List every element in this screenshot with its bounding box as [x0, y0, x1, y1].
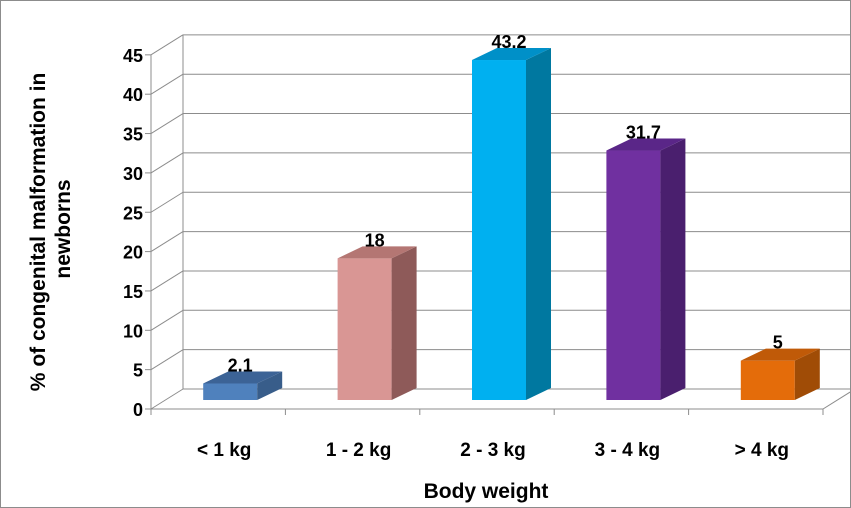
y-axis-title: % of congenital malformation in newborns: [27, 67, 75, 391]
y-tick-label: 35: [123, 125, 143, 145]
side-gridline: [150, 270, 184, 292]
bar-top: [203, 371, 283, 384]
bar-top: [606, 138, 686, 151]
bar-side: [257, 371, 283, 400]
y-tick-label: 45: [123, 46, 143, 66]
side-gridline: [150, 309, 184, 331]
side-gridline: [150, 73, 184, 95]
y-tick-label: 30: [123, 164, 143, 184]
side-gridline: [150, 388, 184, 410]
bar-side: [794, 348, 820, 400]
bar-top: [472, 48, 551, 61]
y-tick-label: 0: [133, 400, 143, 420]
data-label: 18: [365, 230, 385, 250]
x-tick-label: > 4 kg: [735, 440, 789, 461]
bar-side: [526, 48, 551, 401]
x-tick-label: 3 - 4 kg: [595, 440, 660, 461]
bar-top: [740, 348, 820, 361]
y-axis-title-line-1: % of congenital malformation in: [27, 73, 50, 392]
data-label: 2.1: [228, 355, 253, 375]
bar-front: [203, 383, 258, 400]
bar-top: [337, 246, 417, 259]
bar-front: [740, 360, 795, 400]
bar-front: [606, 150, 661, 400]
data-label: 31.7: [626, 123, 661, 143]
y-tick-label: 40: [123, 85, 143, 105]
bar-side: [660, 138, 686, 400]
side-gridline: [150, 152, 184, 174]
side-gridline: [150, 191, 184, 213]
labels: 0 5 10 15 20 25 30 35 40 45 2.1 < 1 kg 18 1 - 2 kg 43.…: [123, 32, 789, 461]
bar-front: [472, 60, 526, 401]
x-tick-label: 1 - 2 kg: [326, 440, 391, 461]
y-axis-title-line-2: newborns: [52, 179, 75, 278]
bar-front: [337, 258, 392, 400]
bar-side: [391, 246, 417, 400]
side-gridline: [150, 34, 184, 56]
side-gridline: [150, 113, 184, 134]
data-label: 43.2: [491, 32, 526, 52]
side-gridline: [150, 231, 184, 253]
data-label: 5: [773, 333, 783, 353]
x-tick-label: 2 - 3 kg: [460, 440, 525, 461]
x-tick-label: < 1 kg: [197, 440, 251, 461]
y-tick-label: 20: [123, 243, 143, 263]
x-axis-title: Body weight: [424, 480, 549, 503]
y-tick-label: 15: [123, 282, 143, 302]
bars: [203, 48, 820, 401]
y-tick-label: 25: [123, 203, 143, 223]
y-tick-label: 5: [133, 361, 143, 381]
y-tick-label: 10: [123, 321, 143, 341]
side-gridline: [150, 349, 184, 371]
